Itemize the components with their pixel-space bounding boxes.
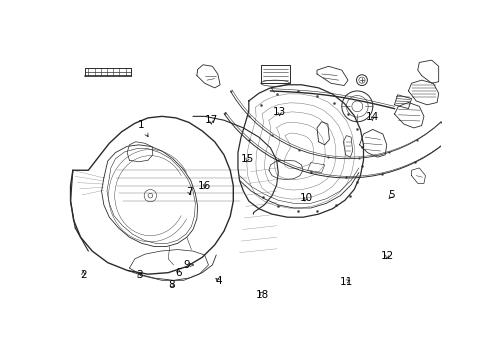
Text: 7: 7 [186, 187, 193, 197]
Text: 5: 5 [388, 190, 395, 200]
Text: 11: 11 [340, 276, 353, 287]
Text: 13: 13 [273, 107, 286, 117]
Text: 12: 12 [380, 251, 393, 261]
Text: 3: 3 [136, 270, 143, 280]
Text: 15: 15 [241, 154, 254, 164]
Text: 17: 17 [205, 115, 218, 125]
Text: 10: 10 [299, 193, 313, 203]
Text: 2: 2 [80, 270, 87, 280]
Text: 4: 4 [216, 276, 222, 286]
Text: 8: 8 [168, 280, 175, 290]
Text: 14: 14 [366, 112, 379, 122]
Text: 1: 1 [138, 120, 148, 137]
Text: 9: 9 [183, 260, 194, 270]
Text: 18: 18 [256, 290, 269, 300]
Text: 6: 6 [175, 268, 181, 278]
Text: 16: 16 [198, 181, 211, 191]
